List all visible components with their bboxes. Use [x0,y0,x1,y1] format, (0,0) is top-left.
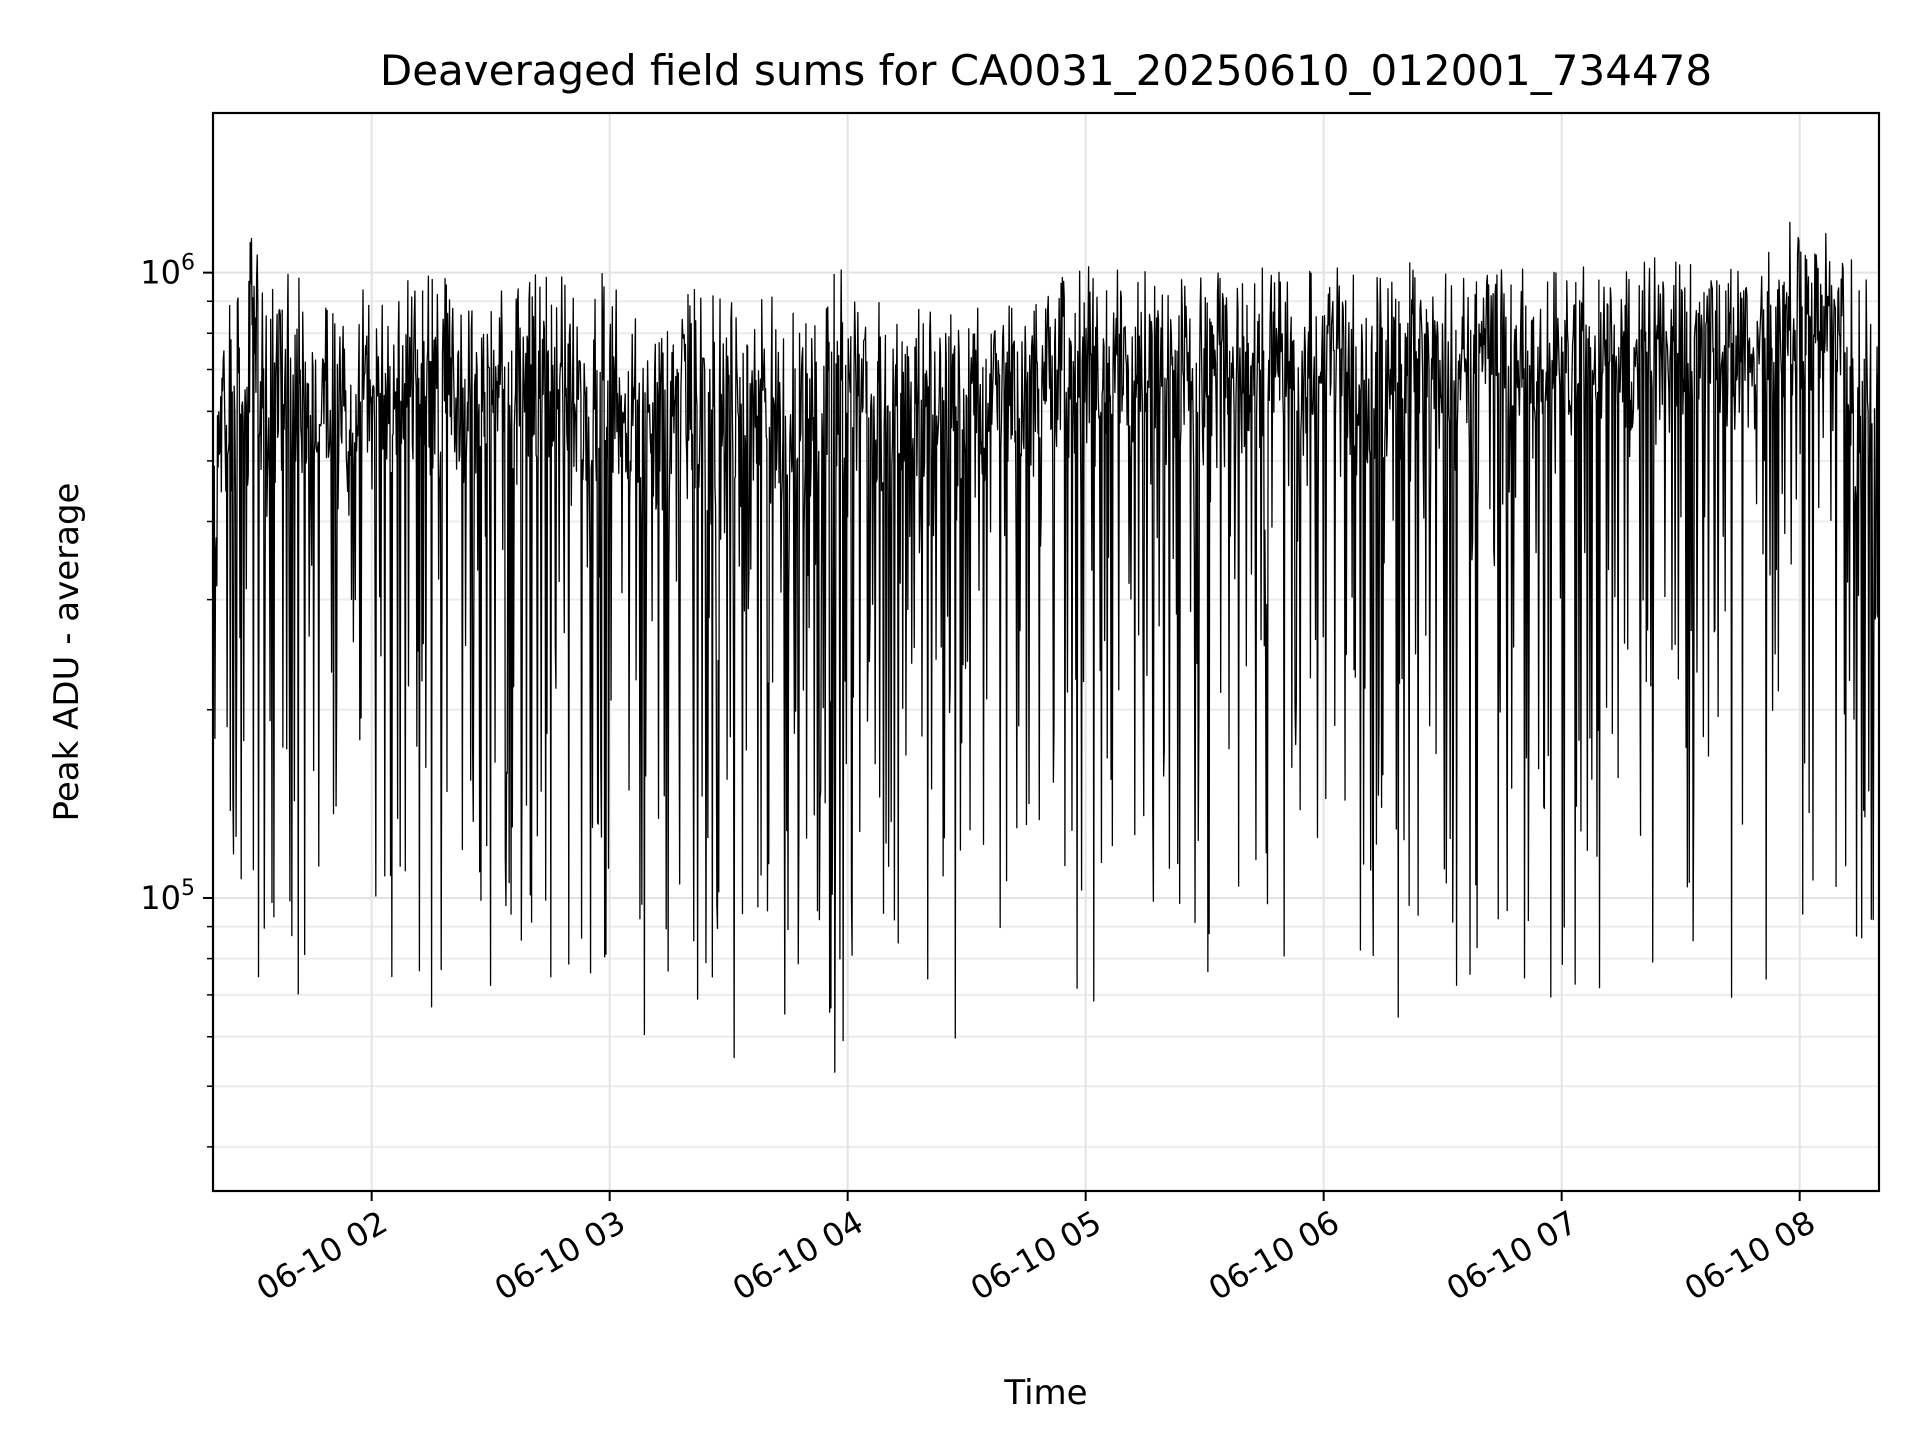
x-tick-label: 06-10 07 [1440,1203,1584,1308]
x-tick-label: 06-10 04 [726,1203,870,1308]
x-tick-label: 06-10 05 [964,1203,1108,1308]
y-tick-label: 106 [140,251,195,292]
x-axis-label: Time [1003,1373,1087,1413]
y-axis-label: Peak ADU - average [47,483,87,822]
x-tick-label: 06-10 02 [250,1203,394,1308]
x-tick-label: 06-10 03 [488,1203,632,1308]
x-tick-label: 06-10 06 [1202,1203,1346,1308]
series-line [212,221,1880,1073]
plot-frame [211,111,1881,1193]
x-tick-label: 06-10 08 [1678,1203,1822,1308]
y-tick-label: 105 [140,876,195,917]
series-layer [212,221,1880,1073]
chart-title: Deaveraged field sums for CA0031_2025061… [380,46,1712,95]
